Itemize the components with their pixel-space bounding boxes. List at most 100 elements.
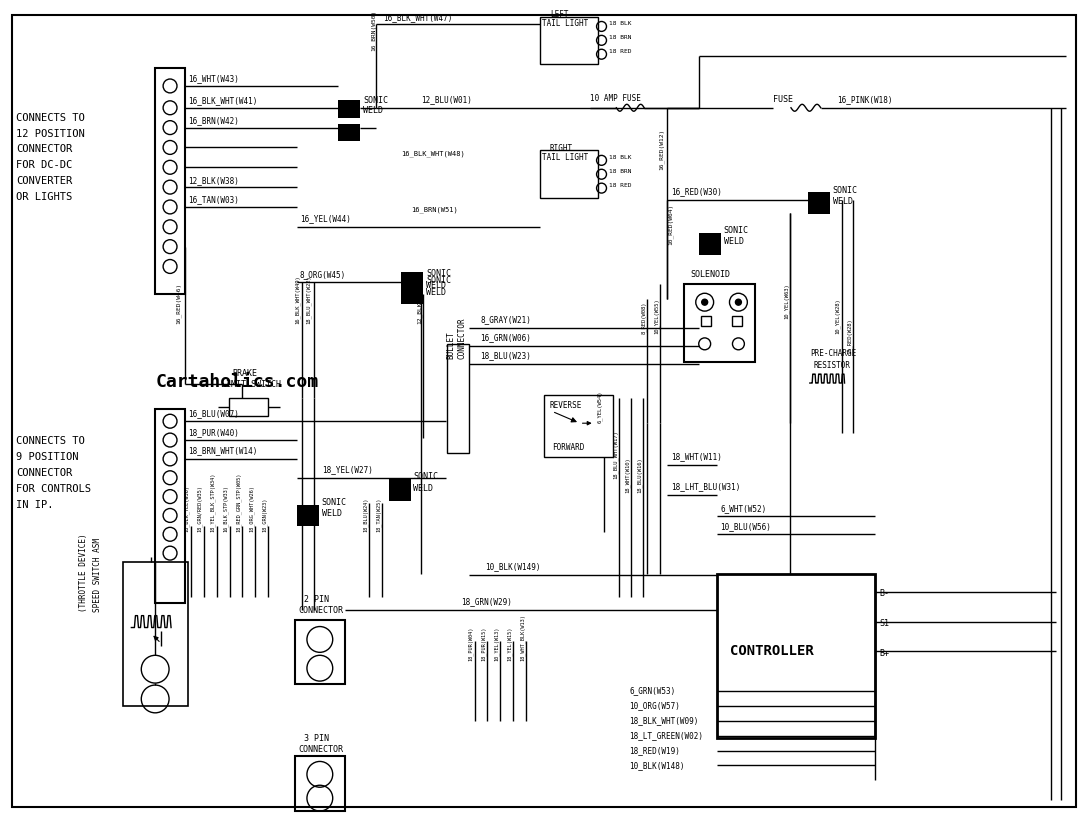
Text: CONNECTOR: CONNECTOR <box>16 468 73 478</box>
Bar <box>297 504 319 526</box>
Text: 18_ORG_WHT(W26): 18_ORG_WHT(W26) <box>248 486 255 532</box>
Text: CONNECTS TO: CONNECTS TO <box>16 436 85 446</box>
Text: FOR CONTROLS: FOR CONTROLS <box>16 483 91 494</box>
Text: BULLET: BULLET <box>446 331 455 359</box>
Text: (THROTTLE DEVICE): (THROTTLE DEVICE) <box>79 533 88 612</box>
Text: 16_GRN(W06): 16_GRN(W06) <box>481 333 531 342</box>
Text: 18_RED(W19): 18_RED(W19) <box>629 746 680 755</box>
Text: 10_YEL(W13): 10_YEL(W13) <box>494 627 499 661</box>
Text: SONIC: SONIC <box>322 498 347 507</box>
Text: 18 BLK: 18 BLK <box>609 21 632 26</box>
Text: REVERSE: REVERSE <box>549 401 582 410</box>
Text: 18_BLU(W24): 18_BLU(W24) <box>362 498 368 532</box>
Text: 10_YEL(W55): 10_YEL(W55) <box>653 298 659 334</box>
Bar <box>717 574 875 738</box>
Bar <box>156 409 185 603</box>
Text: 10_YEL(W63): 10_YEL(W63) <box>783 284 789 319</box>
Text: 9 POSITION: 9 POSITION <box>16 452 78 462</box>
Text: 18_WHT_BLK(W13): 18_WHT_BLK(W13) <box>519 615 526 661</box>
Bar <box>540 151 597 198</box>
Text: 10_BLU(W56): 10_BLU(W56) <box>720 522 771 531</box>
Text: 18_GRN(W23): 18_GRN(W23) <box>261 498 267 532</box>
Text: PRE-CHARGE: PRE-CHARGE <box>809 350 856 359</box>
Text: 18_RED(W28): 18_RED(W28) <box>846 318 852 354</box>
Text: CONNECTOR: CONNECTOR <box>457 317 466 359</box>
Text: 18 RED: 18 RED <box>609 183 632 187</box>
Bar <box>401 272 423 294</box>
Text: 18_BLU(W16): 18_BLU(W16) <box>636 457 642 492</box>
Text: RIGHT: RIGHT <box>549 144 573 153</box>
Text: 18_GRN/RED(W35): 18_GRN/RED(W35) <box>197 486 202 532</box>
Text: 18_BLK_YEL(W36): 18_BLK_YEL(W36) <box>184 486 189 532</box>
Text: LEFT: LEFT <box>549 10 568 19</box>
Text: 16_TAN(W03): 16_TAN(W03) <box>188 196 238 205</box>
Bar <box>401 282 423 304</box>
Text: 10 AMP FUSE: 10 AMP FUSE <box>590 95 641 104</box>
Text: 6_GRN(W53): 6_GRN(W53) <box>629 686 676 695</box>
Bar <box>447 344 469 453</box>
Text: SPEED SWITCH ASM: SPEED SWITCH ASM <box>94 538 102 612</box>
Text: SONIC: SONIC <box>363 96 388 105</box>
Text: 3 PIN: 3 PIN <box>304 734 329 743</box>
Text: 6_WHT(W52): 6_WHT(W52) <box>720 504 767 513</box>
Text: 18_YEL_BLK_STP(W34): 18_YEL_BLK_STP(W34) <box>210 473 215 532</box>
Text: LIMIT SWITCH: LIMIT SWITCH <box>221 380 281 389</box>
Text: WELD: WELD <box>426 281 446 290</box>
Bar <box>156 68 185 294</box>
Text: IN IP.: IN IP. <box>16 500 53 509</box>
Text: CONNECTS TO: CONNECTS TO <box>16 112 85 123</box>
Text: 16_WHT(W43): 16_WHT(W43) <box>188 74 238 83</box>
Text: CONTROLLER: CONTROLLER <box>730 645 814 659</box>
Text: WELD: WELD <box>322 509 342 518</box>
Text: SONIC: SONIC <box>413 472 438 482</box>
Text: FORWARD: FORWARD <box>552 443 584 452</box>
Bar <box>732 316 742 326</box>
Text: FUSE: FUSE <box>774 95 793 104</box>
Bar <box>295 756 345 811</box>
Bar <box>701 316 710 326</box>
Text: 16_PINK(W18): 16_PINK(W18) <box>838 95 893 104</box>
Text: 6_YEL(W54): 6_YEL(W54) <box>596 390 603 423</box>
Text: 18 BLK: 18 BLK <box>609 155 632 160</box>
Text: 16_BRN(W51): 16_BRN(W51) <box>411 207 458 214</box>
Text: 18_LT_GREEN(W02): 18_LT_GREEN(W02) <box>629 731 703 740</box>
Text: 12 POSITION: 12 POSITION <box>16 129 85 139</box>
Text: WELD: WELD <box>363 106 383 115</box>
Text: SONIC: SONIC <box>724 227 749 236</box>
Text: TAIL LIGHT: TAIL LIGHT <box>542 19 589 28</box>
Text: WELD: WELD <box>724 237 743 246</box>
Text: 18_YEL(W27): 18_YEL(W27) <box>322 465 373 474</box>
Circle shape <box>735 299 741 305</box>
Text: 16_BLK_STP(W33): 16_BLK_STP(W33) <box>223 486 228 532</box>
Text: 10_BLK(W148): 10_BLK(W148) <box>629 761 684 770</box>
Text: 16_YEL(W44): 16_YEL(W44) <box>300 214 350 223</box>
Bar <box>337 124 359 142</box>
Text: 2 PIN: 2 PIN <box>304 595 329 604</box>
Text: CONNECTOR: CONNECTOR <box>298 745 343 754</box>
Text: 18_PUR(W04): 18_PUR(W04) <box>468 627 473 661</box>
Text: 12_BLK(W39): 12_BLK(W39) <box>417 283 422 324</box>
Text: 18_BLU(W23): 18_BLU(W23) <box>481 351 531 360</box>
Text: 16_BLK_WHT(W41): 16_BLK_WHT(W41) <box>188 96 257 105</box>
Bar <box>544 395 614 457</box>
Text: 18_PUR(W40): 18_PUR(W40) <box>188 428 238 437</box>
Text: 18_TAN(W25): 18_TAN(W25) <box>375 498 381 532</box>
Text: 16_RED(W12): 16_RED(W12) <box>658 129 664 170</box>
Circle shape <box>702 299 707 305</box>
Text: B+: B+ <box>879 649 889 658</box>
Text: 16_BRN(W50): 16_BRN(W50) <box>371 10 376 51</box>
Text: SONIC: SONIC <box>426 269 450 278</box>
Bar <box>808 192 830 214</box>
Text: 10_YEL(W28): 10_YEL(W28) <box>834 298 840 334</box>
Text: 18_RED_GRN_STP(W05): 18_RED_GRN_STP(W05) <box>236 473 242 532</box>
Text: 10_RED(W64): 10_RED(W64) <box>668 204 673 244</box>
Text: 16_RED(W46): 16_RED(W46) <box>175 283 181 324</box>
Text: 16_BLK_WHT(W47): 16_BLK_WHT(W47) <box>383 13 453 22</box>
Text: B-: B- <box>879 589 889 598</box>
Text: RESISTOR: RESISTOR <box>814 361 851 370</box>
Text: 8_RED(W08): 8_RED(W08) <box>642 302 647 334</box>
Text: Cartaholics.com: Cartaholics.com <box>156 372 319 390</box>
Text: SONIC: SONIC <box>426 275 450 285</box>
Bar <box>337 100 359 117</box>
Text: TAIL LIGHT: TAIL LIGHT <box>542 153 589 162</box>
